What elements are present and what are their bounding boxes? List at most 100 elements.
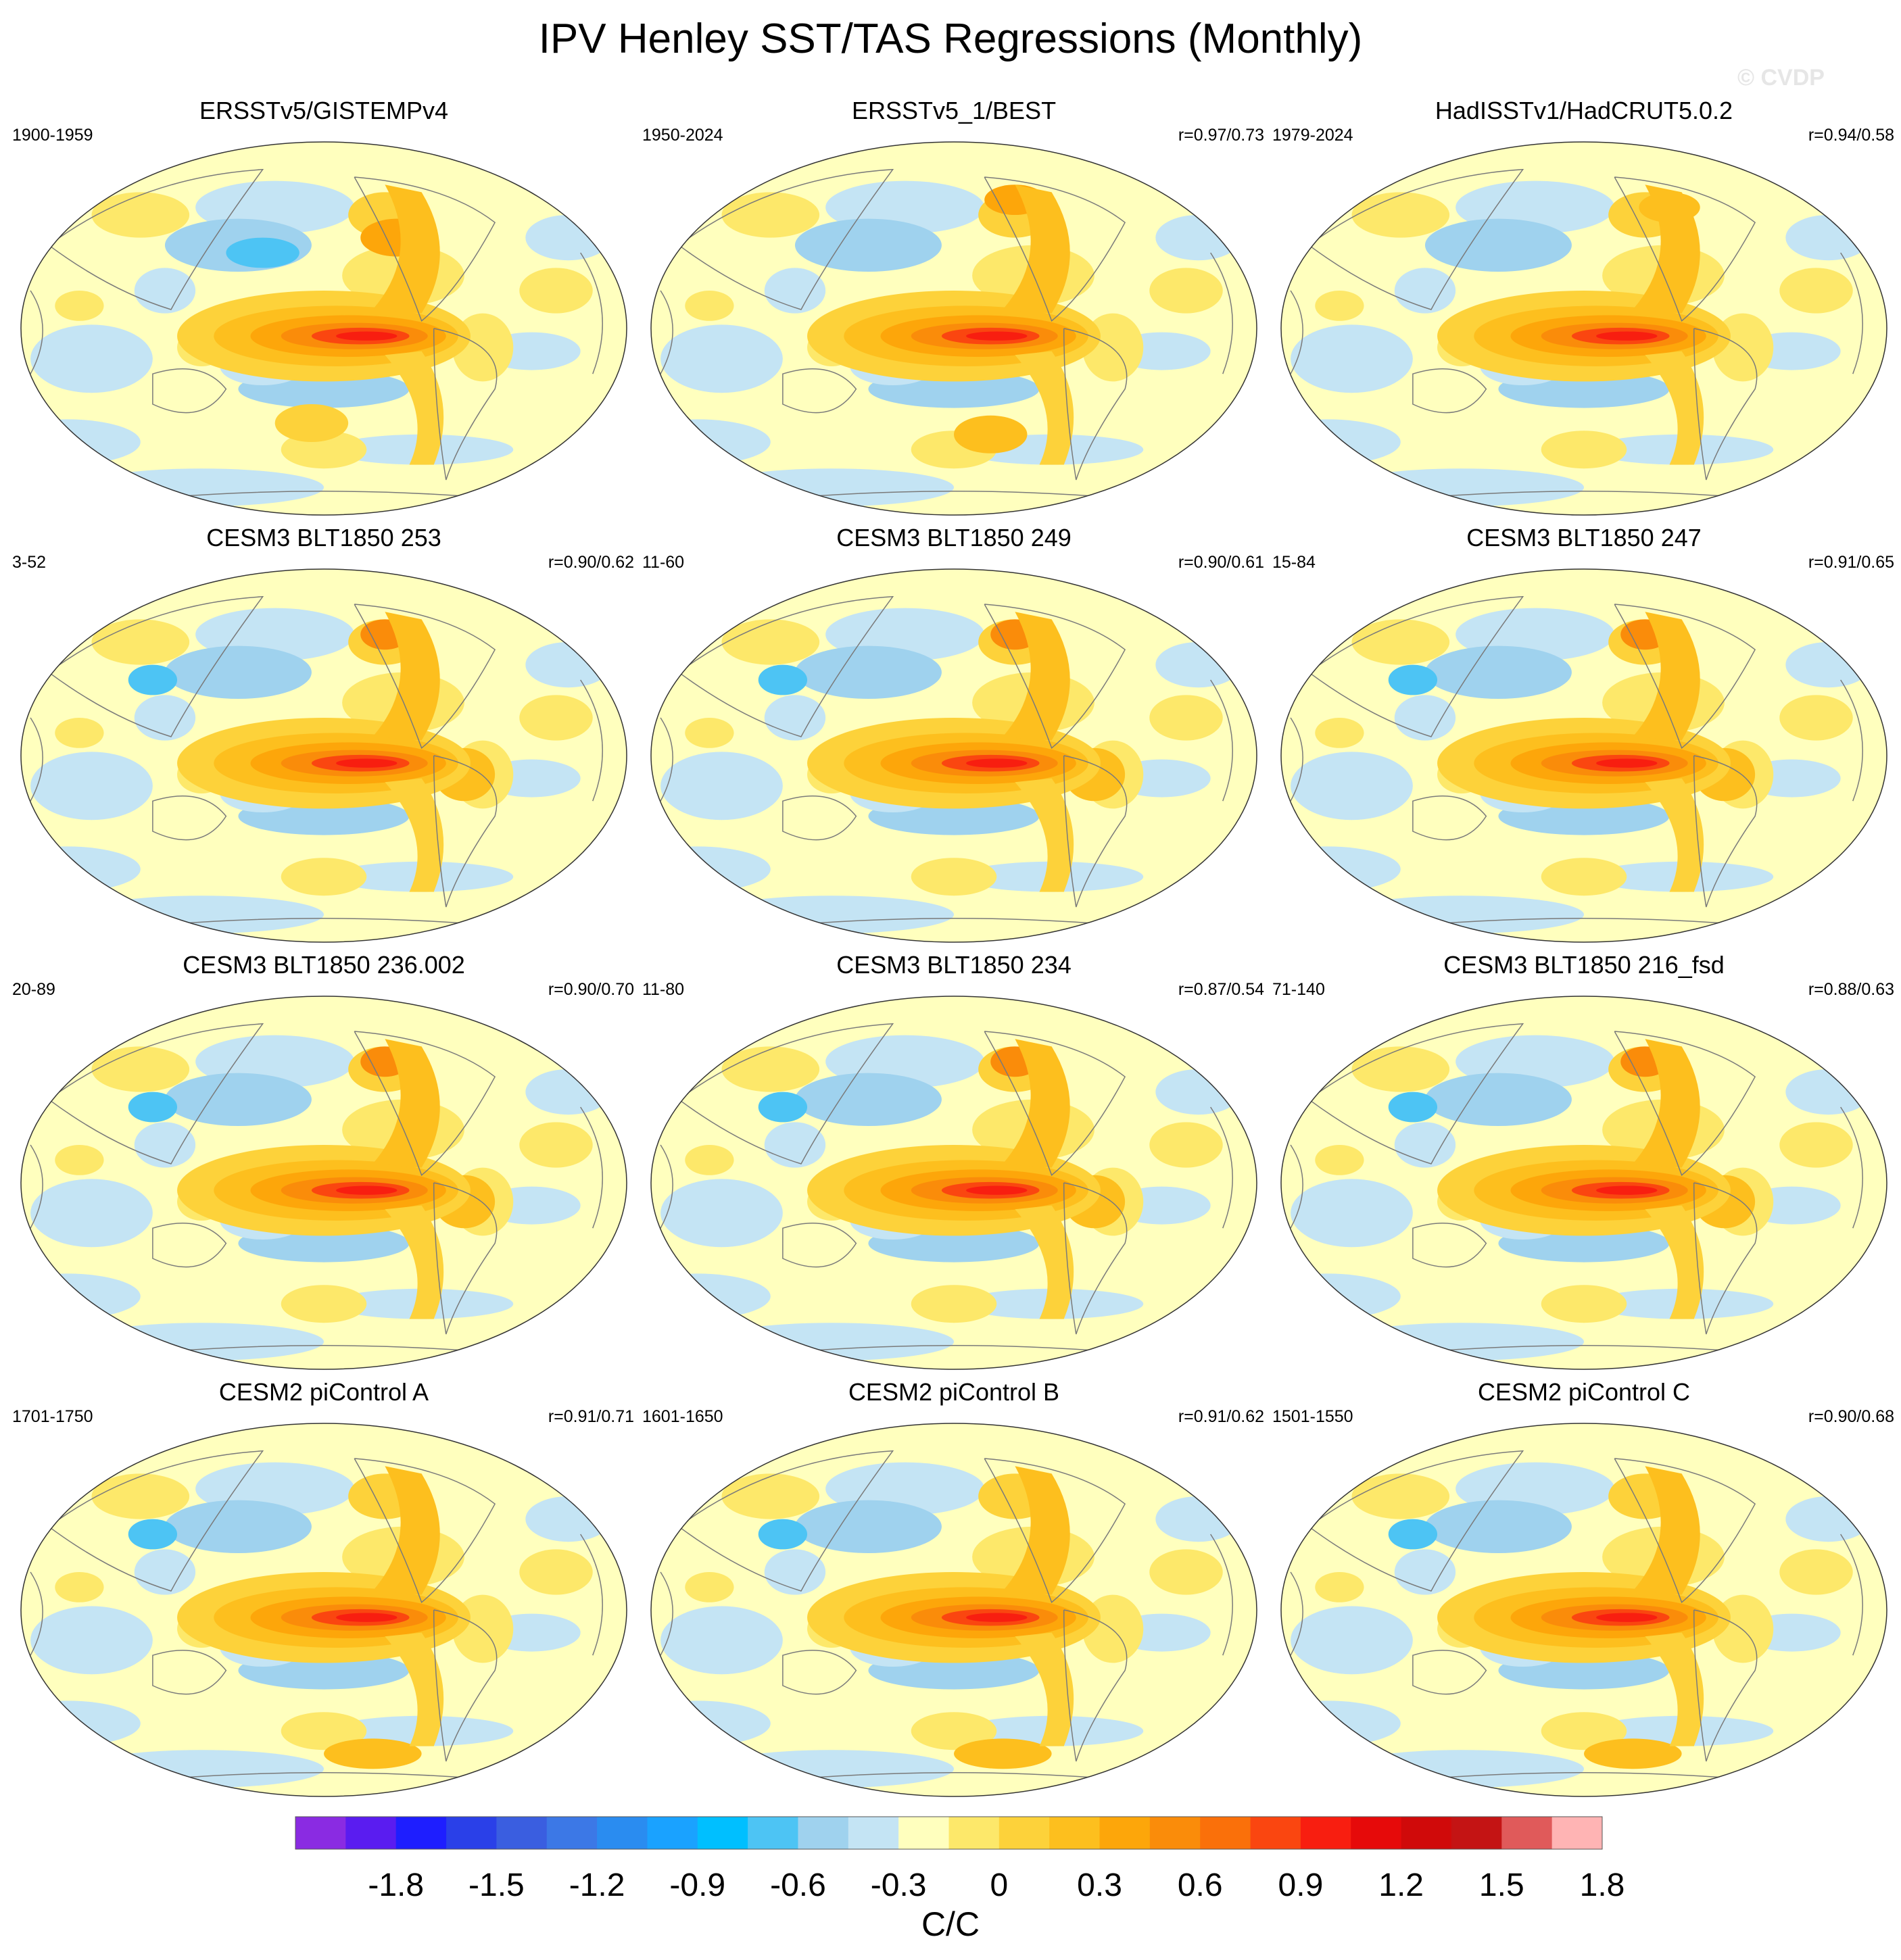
panel-period: 71-140 bbox=[1272, 980, 1325, 999]
panel-period: 15-84 bbox=[1272, 553, 1316, 572]
colorbar-tick-label: -0.9 bbox=[669, 1867, 726, 1903]
map-panel: CESM2 piControl A 1701-1750 r=0.91/0.71 bbox=[9, 1376, 638, 1802]
colorbar-tick-label: -1.2 bbox=[569, 1867, 625, 1903]
regression-map bbox=[20, 141, 627, 516]
figure-title: IPV Henley SST/TAS Regressions (Monthly) bbox=[538, 16, 1363, 62]
colorbar-swatch bbox=[748, 1817, 798, 1849]
colorbar-tick-label: -1.8 bbox=[368, 1867, 425, 1903]
regression-map bbox=[20, 996, 627, 1370]
colorbar-swatch bbox=[1049, 1817, 1101, 1849]
panel-correlation: r=0.97/0.73 bbox=[1178, 126, 1264, 145]
colorbar-swatch bbox=[496, 1817, 548, 1849]
colorbar-swatch bbox=[446, 1817, 497, 1849]
panel-correlation: r=0.87/0.54 bbox=[1178, 980, 1264, 999]
colorbar-tick-label: 0.9 bbox=[1278, 1867, 1324, 1903]
map-panel: CESM3 BLT1850 216_fsd 71-140 r=0.88/0.63 bbox=[1270, 949, 1898, 1375]
colorbar-swatch bbox=[1149, 1817, 1201, 1849]
colorbar-swatch bbox=[998, 1817, 1050, 1849]
regression-map bbox=[20, 568, 627, 943]
panel-title: CESM3 BLT1850 234 bbox=[836, 951, 1072, 979]
map-field bbox=[651, 1423, 1257, 1796]
regression-map bbox=[650, 141, 1257, 516]
colorbar-units: C/C bbox=[921, 1905, 980, 1943]
colorbar-swatch bbox=[848, 1817, 899, 1849]
panel-title: ERSSTv5_1/BEST bbox=[851, 97, 1057, 124]
panel-title: CESM3 BLT1850 236.002 bbox=[183, 951, 465, 979]
map-panel: CESM2 piControl C 1501-1550 r=0.90/0.68 bbox=[1270, 1376, 1898, 1802]
panel-period: 1701-1750 bbox=[12, 1407, 93, 1426]
colorbar-swatch bbox=[546, 1817, 598, 1849]
regression-map bbox=[650, 1423, 1257, 1797]
map-panel: CESM3 BLT1850 247 15-84 r=0.91/0.65 bbox=[1270, 522, 1898, 948]
colorbar-swatch bbox=[647, 1817, 698, 1849]
panel-period: 1501-1550 bbox=[1272, 1407, 1353, 1426]
colorbar-tick-label: -0.3 bbox=[870, 1867, 927, 1903]
panel-period: 1950-2024 bbox=[642, 126, 723, 145]
colorbar-tick-label: 1.5 bbox=[1478, 1867, 1524, 1903]
panel-title: ERSSTv5/GISTEMPv4 bbox=[199, 97, 449, 124]
panel-correlation: r=0.91/0.71 bbox=[548, 1407, 634, 1426]
panel-correlation: r=0.94/0.58 bbox=[1808, 126, 1894, 145]
colorbar-swatch bbox=[295, 1817, 346, 1849]
map-panel: HadISSTv1/HadCRUT5.0.2 1979-2024 r=0.94/0.… bbox=[1270, 95, 1898, 520]
regression-map bbox=[1280, 1423, 1887, 1797]
panel-correlation: r=0.88/0.63 bbox=[1808, 980, 1894, 999]
panel-period: 11-60 bbox=[642, 553, 685, 572]
panel-title: CESM2 piControl A bbox=[218, 1378, 429, 1406]
map-field bbox=[1281, 569, 1887, 942]
colorbar-swatch bbox=[697, 1817, 748, 1849]
panel-title: CESM2 piControl C bbox=[1477, 1378, 1691, 1406]
panel-correlation: r=0.90/0.70 bbox=[548, 980, 634, 999]
panel-title: CESM3 BLT1850 216_fsd bbox=[1443, 951, 1725, 979]
panel-period: 1979-2024 bbox=[1272, 126, 1353, 145]
colorbar-tick-label: -1.5 bbox=[468, 1867, 525, 1903]
colorbar-swatch bbox=[1099, 1817, 1151, 1849]
colorbar-swatch bbox=[1501, 1817, 1553, 1849]
colorbar-swatch bbox=[597, 1817, 648, 1849]
map-panel: CESM3 BLT1850 253 3-52 r=0.90/0.62 bbox=[9, 522, 638, 948]
colorbar-swatch bbox=[1551, 1817, 1603, 1849]
panel-title: CESM3 BLT1850 249 bbox=[836, 524, 1072, 552]
map-field bbox=[1281, 1423, 1887, 1796]
colorbar-tick-label: 1.8 bbox=[1579, 1867, 1625, 1903]
map-panel: ERSSTv5/GISTEMPv4 1900-1959 bbox=[9, 95, 638, 520]
panel-period: 3-52 bbox=[12, 553, 47, 572]
panel-correlation: r=0.90/0.68 bbox=[1808, 1407, 1894, 1426]
map-field bbox=[651, 142, 1257, 515]
map-field bbox=[21, 142, 627, 515]
panel-title: HadISSTv1/HadCRUT5.0.2 bbox=[1435, 97, 1733, 124]
colorbar-tick-label: 1.2 bbox=[1378, 1867, 1424, 1903]
colorbar-swatch bbox=[798, 1817, 849, 1849]
panel-correlation: r=0.90/0.61 bbox=[1178, 553, 1264, 572]
map-panel: CESM2 piControl B 1601-1650 r=0.91/0.62 bbox=[640, 1376, 1268, 1802]
colorbar-swatch bbox=[345, 1817, 397, 1849]
panel-title: CESM3 BLT1850 253 bbox=[206, 524, 441, 552]
panel-title: CESM2 piControl B bbox=[848, 1378, 1060, 1406]
panel-period: 20-89 bbox=[12, 980, 55, 999]
colorbar-swatch bbox=[898, 1817, 949, 1849]
regression-map bbox=[650, 568, 1257, 943]
panel-correlation: r=0.91/0.65 bbox=[1808, 553, 1894, 572]
regression-map bbox=[1280, 568, 1887, 943]
panel-correlation: r=0.90/0.62 bbox=[548, 553, 634, 572]
regression-map bbox=[1280, 996, 1887, 1370]
colorbar-swatch bbox=[948, 1817, 1000, 1849]
colorbar-swatch bbox=[1401, 1817, 1452, 1849]
cvdp-watermark: © CVDP bbox=[1737, 65, 1825, 91]
regression-map bbox=[650, 996, 1257, 1370]
colorbar-tick-label: 0.3 bbox=[1077, 1867, 1122, 1903]
map-field bbox=[21, 569, 627, 942]
panel-correlation: r=0.91/0.62 bbox=[1178, 1407, 1264, 1426]
colorbar-swatch bbox=[1351, 1817, 1402, 1849]
map-field bbox=[1281, 996, 1887, 1369]
map-panel: ERSSTv5_1/BEST 1950-2024 r=0.97/0.73 bbox=[640, 95, 1268, 520]
colorbar-swatch bbox=[1451, 1817, 1502, 1849]
map-panel: CESM3 BLT1850 249 11-60 r=0.90/0.61 bbox=[640, 522, 1268, 948]
regression-map bbox=[1280, 141, 1887, 516]
panel-period: 1900-1959 bbox=[12, 126, 93, 145]
map-field bbox=[21, 1423, 627, 1796]
colorbar-tick-label: 0 bbox=[990, 1867, 1009, 1903]
colorbar-swatch bbox=[395, 1817, 447, 1849]
panel-period: 1601-1650 bbox=[642, 1407, 723, 1426]
